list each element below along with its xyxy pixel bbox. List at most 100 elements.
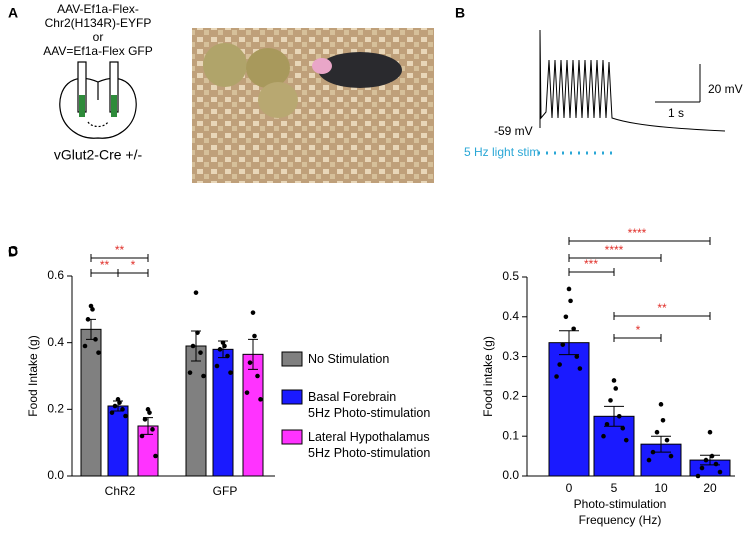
data-point: [554, 374, 559, 379]
y-tick-label: 0.0: [47, 468, 64, 482]
x-tick-label: 5: [611, 481, 618, 495]
data-point: [82, 343, 88, 349]
data-point: [613, 386, 619, 391]
sig-label: ****: [605, 243, 624, 257]
data-point: [139, 433, 145, 439]
legend-entry: Basal Forebrain 5Hz Photo-stimulation: [308, 390, 431, 420]
data-point: [250, 310, 256, 315]
x-axis-label: Photo-stimulation: [574, 497, 667, 511]
data-point: [557, 362, 562, 367]
panel-label: B: [455, 5, 465, 21]
y-axis-label: Food Intake (g): [26, 335, 40, 416]
error-bar: [248, 338, 258, 370]
legend-entry: No Stimulation: [308, 352, 390, 366]
y-axis-label: Food intake (g): [481, 336, 495, 417]
y-tick-label: 0.0: [502, 468, 519, 482]
data-point: [703, 457, 709, 463]
virus-text: AAV-Ef1a-Flex-: [57, 2, 139, 16]
data-point: [563, 314, 569, 320]
data-point: [228, 370, 233, 375]
data-point: [96, 350, 101, 355]
data-point: [142, 417, 148, 422]
data-point: [560, 342, 566, 347]
data-point: [247, 360, 253, 365]
data-point: [660, 417, 666, 423]
photo: [192, 28, 434, 183]
data-point: [222, 343, 227, 349]
x-tick-label: 10: [654, 481, 668, 495]
x-tick-label: GFP: [213, 484, 238, 498]
data-point: [699, 465, 705, 471]
data-point: [255, 373, 260, 379]
scale-label: 1 s: [668, 106, 684, 120]
data-point: [195, 330, 200, 335]
legend-swatch: [281, 351, 303, 367]
data-point: [604, 421, 610, 427]
x-tick-label: 20: [703, 481, 717, 495]
bar: [212, 348, 234, 477]
panel-label: C: [8, 243, 18, 259]
data-point: [713, 461, 719, 467]
x-tick-label: 0: [566, 481, 573, 495]
data-point: [571, 326, 576, 332]
data-point: [717, 469, 723, 475]
data-point: [577, 366, 583, 371]
sig-label: ***: [584, 257, 598, 271]
y-tick-label: 0.4: [47, 335, 64, 349]
data-point: [193, 290, 199, 295]
y-tick-label: 0.6: [47, 268, 64, 282]
data-point: [601, 433, 606, 439]
voltage-trace: [539, 29, 726, 132]
virus-text: or: [93, 30, 104, 44]
y-tick-label: 0.1: [502, 428, 519, 442]
data-point: [616, 414, 622, 419]
sig-bracket: [613, 312, 711, 320]
data-point: [623, 437, 629, 443]
sig-bracket: [613, 334, 662, 342]
x-tick-label: ChR2: [105, 484, 136, 498]
sig-bracket: [568, 237, 711, 245]
data-point: [608, 398, 613, 403]
data-point: [90, 307, 95, 312]
panel-label: A: [8, 5, 18, 21]
data-point: [198, 350, 203, 355]
y-tick-label: 0.5: [502, 269, 519, 283]
bar: [548, 342, 590, 477]
data-point: [695, 473, 701, 479]
y-tick-label: 0.2: [502, 389, 519, 403]
data-point: [244, 390, 250, 395]
x-axis-label: Frequency (Hz): [579, 513, 662, 527]
data-point: [112, 403, 118, 409]
data-point: [120, 407, 125, 412]
data-point: [611, 378, 617, 383]
legend-swatch: [281, 389, 303, 405]
sig-label: *: [131, 258, 136, 272]
y-tick-label: 0.4: [502, 309, 519, 323]
data-point: [225, 353, 230, 359]
chart-d: D 0.0 0.1 0.2 0.3 0.4 0.5 Food intake (g) 0 5 10 20…: [8, 226, 735, 527]
mouse-line: vGlut2-Cre +/-: [54, 147, 143, 163]
data-point: [150, 427, 155, 432]
sig-bracket: [568, 254, 662, 262]
data-point: [258, 397, 263, 402]
bar: [242, 353, 264, 477]
data-point: [201, 373, 206, 379]
data-point: [187, 370, 193, 375]
data-point: [707, 429, 713, 435]
y-tick-label: 0.2: [47, 402, 64, 416]
data-point: [190, 343, 196, 349]
data-point: [646, 457, 652, 463]
data-point: [214, 363, 220, 369]
data-point: [252, 333, 257, 339]
legend-entry: Lateral Hypothalamus 5Hz Photo-stimulati…: [308, 430, 431, 460]
data-point: [117, 400, 122, 405]
y-tick-label: 0.3: [502, 349, 519, 363]
data-point: [566, 286, 572, 292]
data-point: [568, 298, 573, 304]
data-point: [668, 453, 674, 459]
sig-label: **: [657, 301, 667, 315]
panel-label: D: [8, 244, 18, 260]
bar: [185, 345, 207, 477]
